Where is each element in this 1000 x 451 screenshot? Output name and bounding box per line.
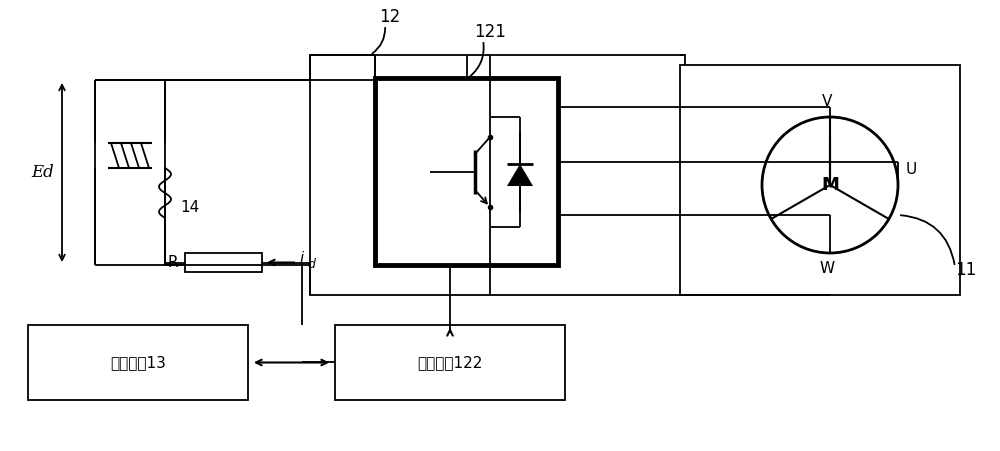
Bar (680, 65, 960, 295)
Bar (185, 253, 262, 272)
Bar (28, 325, 248, 400)
Text: U: U (906, 162, 917, 178)
Text: i: i (299, 251, 303, 266)
Text: 主控电路13: 主控电路13 (110, 355, 166, 370)
Bar (375, 78, 558, 265)
Text: 控制芯片122: 控制芯片122 (417, 355, 483, 370)
Text: d: d (307, 258, 315, 271)
Text: 121: 121 (474, 23, 506, 41)
Text: 14: 14 (180, 201, 199, 216)
Text: W: W (819, 261, 835, 276)
Bar (310, 55, 685, 295)
Text: Ed: Ed (31, 164, 54, 181)
Polygon shape (507, 164, 533, 186)
Text: 11: 11 (955, 261, 976, 279)
Bar (335, 325, 565, 400)
Text: V: V (822, 94, 832, 109)
Text: R: R (168, 255, 178, 270)
Text: M: M (821, 176, 839, 194)
Text: 12: 12 (379, 8, 401, 26)
